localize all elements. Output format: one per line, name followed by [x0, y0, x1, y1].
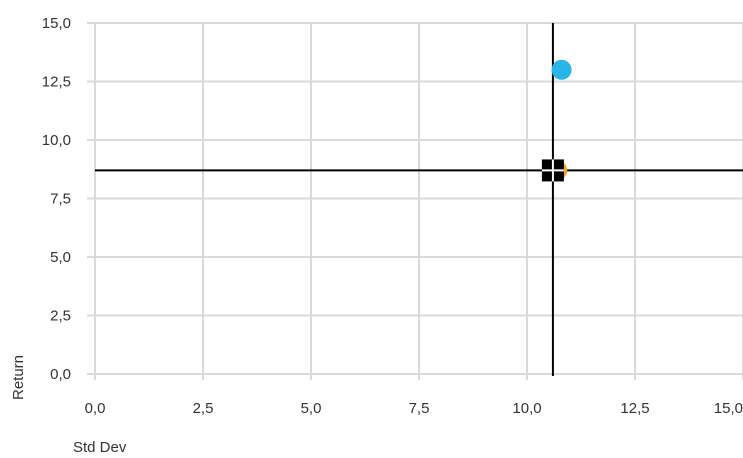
y-tick-label: 12,5: [42, 74, 71, 91]
x-tick-label: 0,0: [85, 400, 106, 417]
x-tick-label: 5,0: [301, 400, 322, 417]
x-tick-label: 10,0: [512, 400, 541, 417]
data-points: [541, 59, 572, 182]
y-tick-label: 15,0: [42, 15, 71, 32]
y-tick-label: 2,5: [50, 308, 71, 325]
data-point-2: [541, 159, 564, 182]
x-tick-label: 2,5: [193, 400, 214, 417]
y-tick-label: 0,0: [50, 366, 71, 383]
grid: [87, 22, 743, 380]
y-tick-label: 10,0: [42, 132, 71, 149]
x-tick-label: 15,0: [714, 400, 743, 417]
x-tick-label: 7,5: [409, 400, 430, 417]
y-tick-labels: 0,0 2,5 5,0 7,5 10,0 12,5 15,0: [42, 15, 71, 383]
x-axis-title: Std Dev: [73, 439, 127, 456]
y-tick-label: 5,0: [50, 249, 71, 266]
x-tick-label: 12,5: [620, 400, 649, 417]
x-tick-labels: 0,0 2,5 5,0 7,5 10,0 12,5 15,0: [85, 400, 743, 417]
y-tick-label: 7,5: [50, 191, 71, 208]
data-point-0: [551, 59, 572, 80]
crosshair: [95, 23, 743, 376]
y-axis-title: Return: [10, 355, 27, 400]
